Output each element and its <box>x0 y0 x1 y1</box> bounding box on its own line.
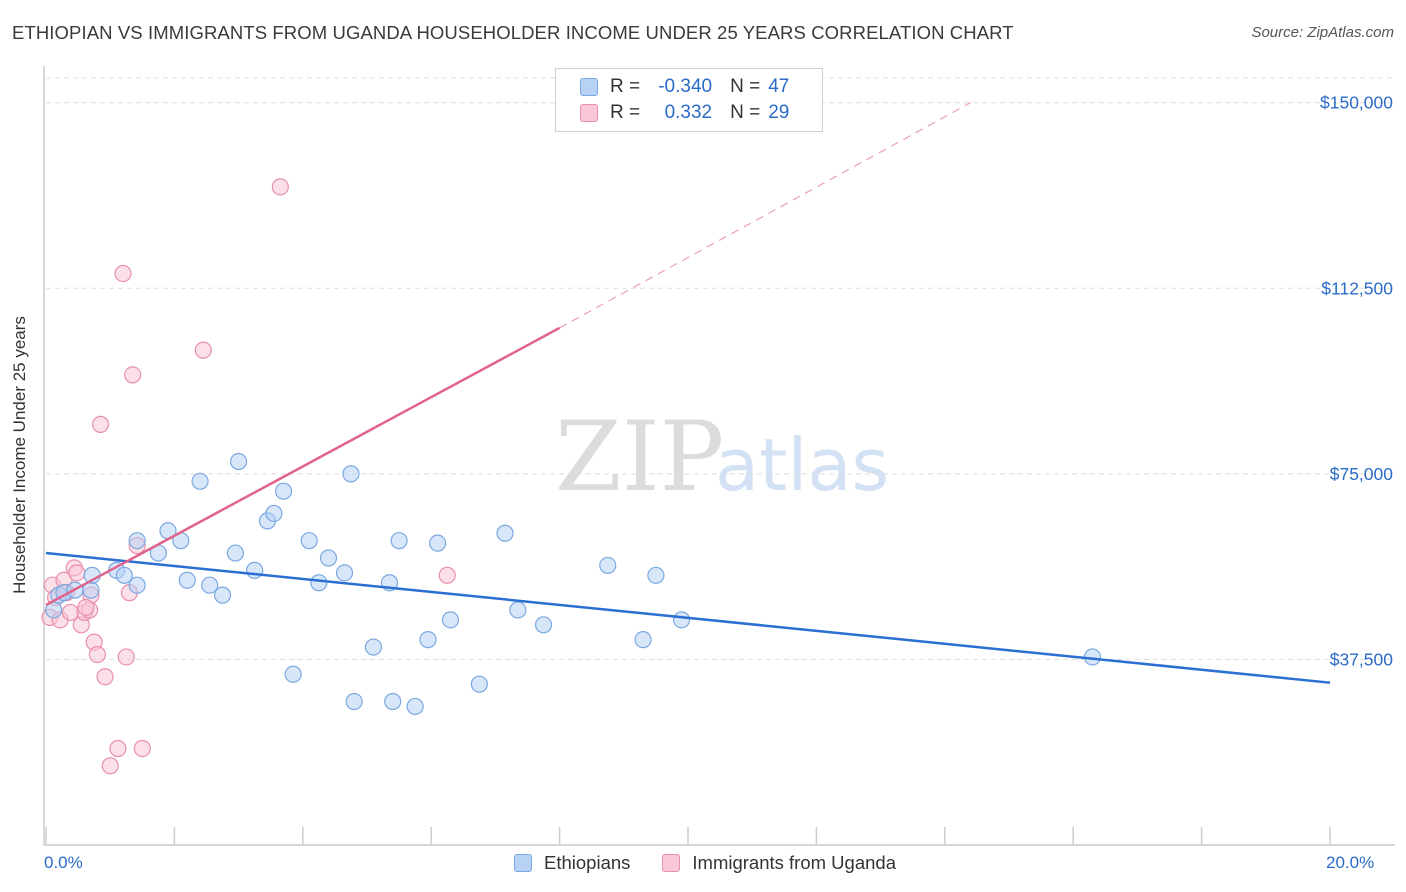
ethiopians-point <box>470 675 488 693</box>
ethiopians-point <box>672 611 691 629</box>
legend-r-value: 0.332 <box>664 102 713 123</box>
watermark-atlas: atlas <box>715 423 889 507</box>
ethiopians-point <box>300 532 318 550</box>
ethiopians-point <box>310 574 328 592</box>
legend-row-ethiopians: R = -0.340 N = 47 <box>580 75 789 99</box>
y-tick-label: $37,500 <box>1330 649 1394 669</box>
ethiopians-point <box>496 524 514 542</box>
uganda-point <box>61 603 79 622</box>
ethiopians-point <box>364 638 383 656</box>
y-tick-label: $150,000 <box>1320 93 1393 113</box>
watermark-zip: ZIP <box>555 401 724 513</box>
uganda-point <box>133 739 151 758</box>
uganda-point <box>91 415 110 433</box>
ethiopians-point <box>647 566 665 584</box>
ethiopians-point <box>178 571 196 589</box>
legend-r-label: R = <box>610 76 641 97</box>
ethiopians-point <box>213 586 232 604</box>
ethiopians-point <box>406 697 424 716</box>
legend-r-label: R = <box>610 102 641 123</box>
uganda-legend-swatch <box>662 854 681 872</box>
ethiopians-point <box>274 482 293 500</box>
ethiopians-point <box>201 576 219 594</box>
legend-item-ethiopians[interactable]: Ethiopians <box>514 852 630 874</box>
ethiopians-point <box>226 544 244 562</box>
ethiopians-point <box>634 631 652 649</box>
ethiopians-point <box>390 532 408 550</box>
legend-item-uganda[interactable]: Immigrants from Uganda <box>662 852 896 874</box>
y-axis-label: Householder Income Under 25 years <box>10 316 29 594</box>
ethiopians-point <box>191 472 209 490</box>
uganda-point <box>194 341 212 359</box>
ethiopians-point <box>599 556 617 575</box>
series-legend: Ethiopians Immigrants from Uganda <box>514 852 928 874</box>
x-tick-label-max: 20.0% <box>1326 853 1375 872</box>
ethiopians-point <box>319 549 338 567</box>
uganda-point <box>96 668 114 686</box>
ethiopians-point <box>284 665 302 683</box>
uganda-point <box>88 645 106 664</box>
uganda-point <box>68 564 86 582</box>
uganda-point <box>117 648 135 666</box>
ethiopians-point <box>419 631 437 649</box>
x-tick-label-min: 0.0% <box>44 853 83 872</box>
source-label: Source: ZipAtlas.com <box>1251 24 1394 41</box>
uganda-trendline-extension <box>559 102 971 329</box>
ethiopians-point <box>246 561 264 579</box>
ethiopians-point <box>509 601 527 619</box>
uganda-point <box>109 739 127 758</box>
chart-title: ETHIOPIAN VS IMMIGRANTS FROM UGANDA HOUS… <box>12 22 1014 43</box>
ethiopians-point <box>115 566 133 584</box>
uganda-swatch <box>580 104 598 122</box>
ethiopians-swatch <box>580 78 598 96</box>
legend-label: Ethiopians <box>544 852 631 873</box>
uganda-point <box>438 566 456 584</box>
ethiopians-point <box>534 616 553 634</box>
ethiopians-trendline <box>45 551 1331 684</box>
uganda-point <box>77 598 95 617</box>
legend-row-uganda: R = 0.332 N = 29 <box>580 101 789 125</box>
legend-n-label: N = <box>730 76 761 97</box>
uganda-point <box>124 366 142 384</box>
uganda-point <box>101 757 119 775</box>
uganda-point <box>114 264 132 283</box>
ethiopians-legend-swatch <box>514 854 532 872</box>
legend-n-label: N = <box>730 102 761 123</box>
ethiopians-point <box>441 611 460 629</box>
uganda-point <box>271 178 289 196</box>
ethiopians-point <box>429 534 447 552</box>
ethiopians-point <box>265 504 283 523</box>
legend-n-value: 47 <box>768 76 790 97</box>
ethiopians-point <box>230 452 248 471</box>
y-tick-label: $75,000 <box>1330 464 1394 484</box>
uganda-trendline <box>45 326 561 607</box>
ethiopians-point <box>335 564 354 582</box>
ethiopians-point <box>128 532 146 550</box>
ethiopians-point <box>342 465 360 483</box>
legend-label: Immigrants from Uganda <box>692 852 896 873</box>
stats-legend: R = -0.340 N = 47 R = 0.332 N = 29 <box>555 68 823 132</box>
y-tick-label: $112,500 <box>1321 278 1393 298</box>
ethiopians-point <box>345 692 363 711</box>
legend-n-value: 29 <box>768 102 790 123</box>
ethiopians-point <box>128 576 146 594</box>
legend-r-value: -0.340 <box>658 76 713 97</box>
ethiopians-point <box>384 692 402 711</box>
